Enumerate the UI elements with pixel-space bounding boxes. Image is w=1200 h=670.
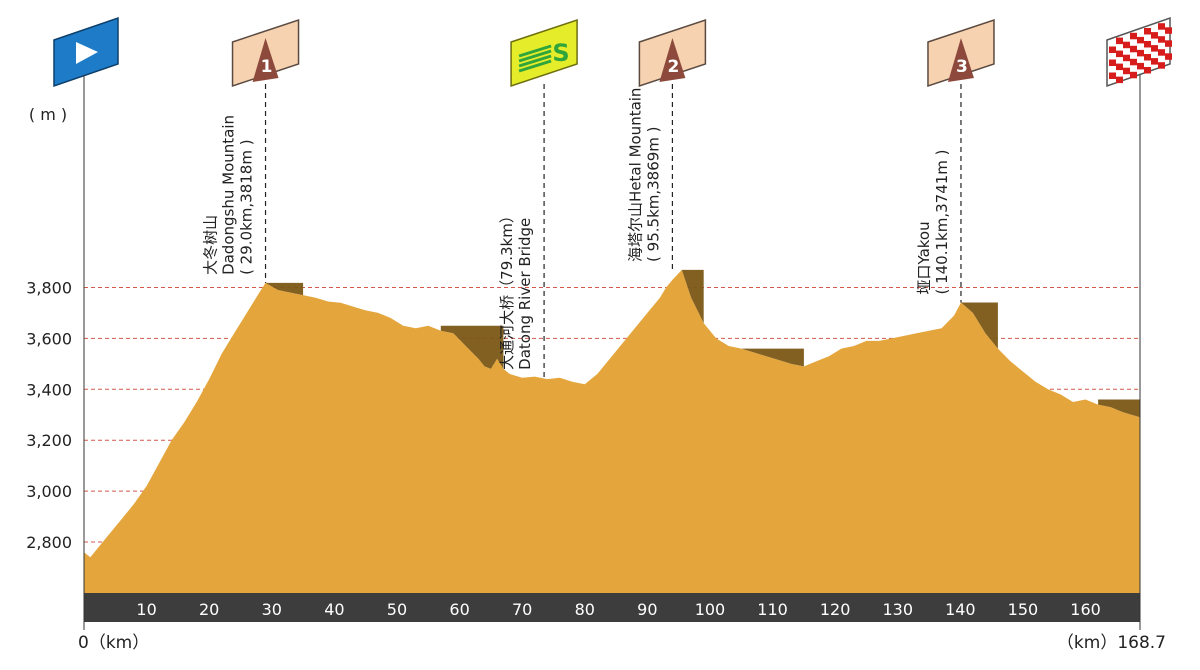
play-icon bbox=[76, 42, 98, 64]
mountain-icon bbox=[947, 38, 974, 82]
sprint-stripe bbox=[518, 54, 552, 68]
marker-label: Dadongshu Mountain bbox=[220, 115, 238, 275]
x-tick-label: 50 bbox=[387, 600, 407, 619]
mountain-icon bbox=[252, 38, 279, 82]
checker-square bbox=[1144, 28, 1151, 35]
checker-square bbox=[1123, 54, 1130, 62]
y-tick-label: 3,800 bbox=[26, 279, 72, 298]
checker-square bbox=[1151, 32, 1158, 39]
marker-label: 海塔尔山Hetal Mountain bbox=[626, 88, 644, 262]
descent-shadow bbox=[741, 348, 804, 367]
sprint-icon: S bbox=[552, 39, 569, 67]
checker-square bbox=[1165, 53, 1172, 60]
checker-square bbox=[1158, 23, 1165, 30]
checker-square bbox=[1109, 72, 1116, 79]
marker-label: 垭口Yakou bbox=[915, 221, 933, 294]
checker-square bbox=[1123, 67, 1130, 75]
x-tick-label: 70 bbox=[512, 600, 532, 619]
checker-square bbox=[1130, 58, 1137, 66]
descent-shadow bbox=[961, 302, 998, 349]
checker-square bbox=[1144, 41, 1151, 48]
y-tick-label: 3,400 bbox=[26, 380, 72, 399]
checker-square bbox=[1137, 49, 1144, 57]
x-tick-label: 60 bbox=[449, 600, 469, 619]
checker-square bbox=[1137, 36, 1144, 44]
sprint-stripe bbox=[518, 49, 552, 63]
marker-label: 大通河大桥（79.3km） bbox=[498, 208, 516, 370]
checker-square bbox=[1151, 58, 1158, 65]
x-tick-label: 150 bbox=[1008, 600, 1039, 619]
checker-square bbox=[1116, 76, 1123, 84]
sprint-stripe bbox=[518, 44, 552, 58]
checker-square bbox=[1109, 59, 1116, 66]
x-axis-band bbox=[84, 593, 1140, 622]
checker-square bbox=[1116, 37, 1123, 45]
x-tick-label: 140 bbox=[945, 600, 976, 619]
mountain-icon bbox=[659, 38, 686, 82]
y-unit-label: ( m ) bbox=[29, 105, 67, 124]
checker-square bbox=[1116, 50, 1123, 58]
checker-square bbox=[1137, 62, 1144, 70]
marker-label: Datong River Bridge bbox=[516, 218, 534, 370]
sprint-stripe bbox=[518, 59, 552, 73]
checker-square bbox=[1144, 67, 1151, 74]
climb-category: 3 bbox=[956, 57, 968, 77]
checker-square bbox=[1165, 27, 1172, 34]
x-tick-label: 100 bbox=[695, 600, 726, 619]
descent-shadow bbox=[265, 282, 304, 296]
y-tick-label: 2,800 bbox=[26, 533, 72, 552]
x-tick-label: 130 bbox=[882, 600, 913, 619]
y-tick-label: 3,200 bbox=[26, 431, 72, 450]
descent-shadow bbox=[681, 269, 704, 324]
x-tick-label: 110 bbox=[757, 600, 788, 619]
x-tick-label: 90 bbox=[637, 600, 657, 619]
descent-shadow bbox=[1098, 399, 1140, 418]
elevation-area bbox=[84, 269, 1140, 593]
x-tick-label: 20 bbox=[199, 600, 219, 619]
checker-square bbox=[1130, 71, 1137, 79]
marker-label: ( 29.0km,3818m ) bbox=[238, 139, 256, 275]
axes: 2,800 3,000 3,200 3,400 3,600 3,800 10 20 30 40 50… bbox=[26, 75, 1141, 630]
x-end-label: （km）168.7 bbox=[1057, 633, 1166, 653]
checker-square bbox=[1165, 40, 1172, 47]
markers: 1 大冬树山 Dadongshu Mountain( 29.0km,3818m ) S… bbox=[53, 16, 1172, 378]
checker-square bbox=[1130, 32, 1137, 40]
checker-square bbox=[1158, 49, 1165, 56]
marker-label: 大冬树山 bbox=[202, 215, 220, 275]
x-tick-label: 40 bbox=[324, 600, 344, 619]
checker-square bbox=[1158, 36, 1165, 43]
elevation-fill bbox=[84, 269, 1140, 593]
checker-square bbox=[1116, 63, 1123, 71]
checker-square bbox=[1151, 45, 1158, 52]
x-start-label: 0（km） bbox=[78, 633, 149, 653]
y-tick-label: 3,600 bbox=[26, 329, 72, 348]
checker-icon bbox=[1109, 23, 1172, 84]
marker-label: ( 140.1km,3741m ) bbox=[933, 149, 951, 294]
descent-shadow bbox=[440, 325, 504, 369]
checker-square bbox=[1109, 46, 1116, 53]
checker-square bbox=[1144, 54, 1151, 61]
x-tick-label: 80 bbox=[575, 600, 595, 619]
climb-category: 1 bbox=[261, 57, 273, 77]
x-tick-label: 10 bbox=[136, 600, 156, 619]
checker-square bbox=[1158, 62, 1165, 69]
checker-square bbox=[1123, 41, 1130, 49]
marker-label: ( 95.5km,3869m ) bbox=[644, 126, 662, 262]
x-tick-label: 160 bbox=[1070, 600, 1101, 619]
climb-category: 2 bbox=[667, 57, 679, 77]
checker-square bbox=[1130, 45, 1137, 53]
y-tick-label: 3,000 bbox=[26, 482, 72, 501]
x-tick-label: 30 bbox=[262, 600, 282, 619]
x-tick-label: 120 bbox=[820, 600, 851, 619]
